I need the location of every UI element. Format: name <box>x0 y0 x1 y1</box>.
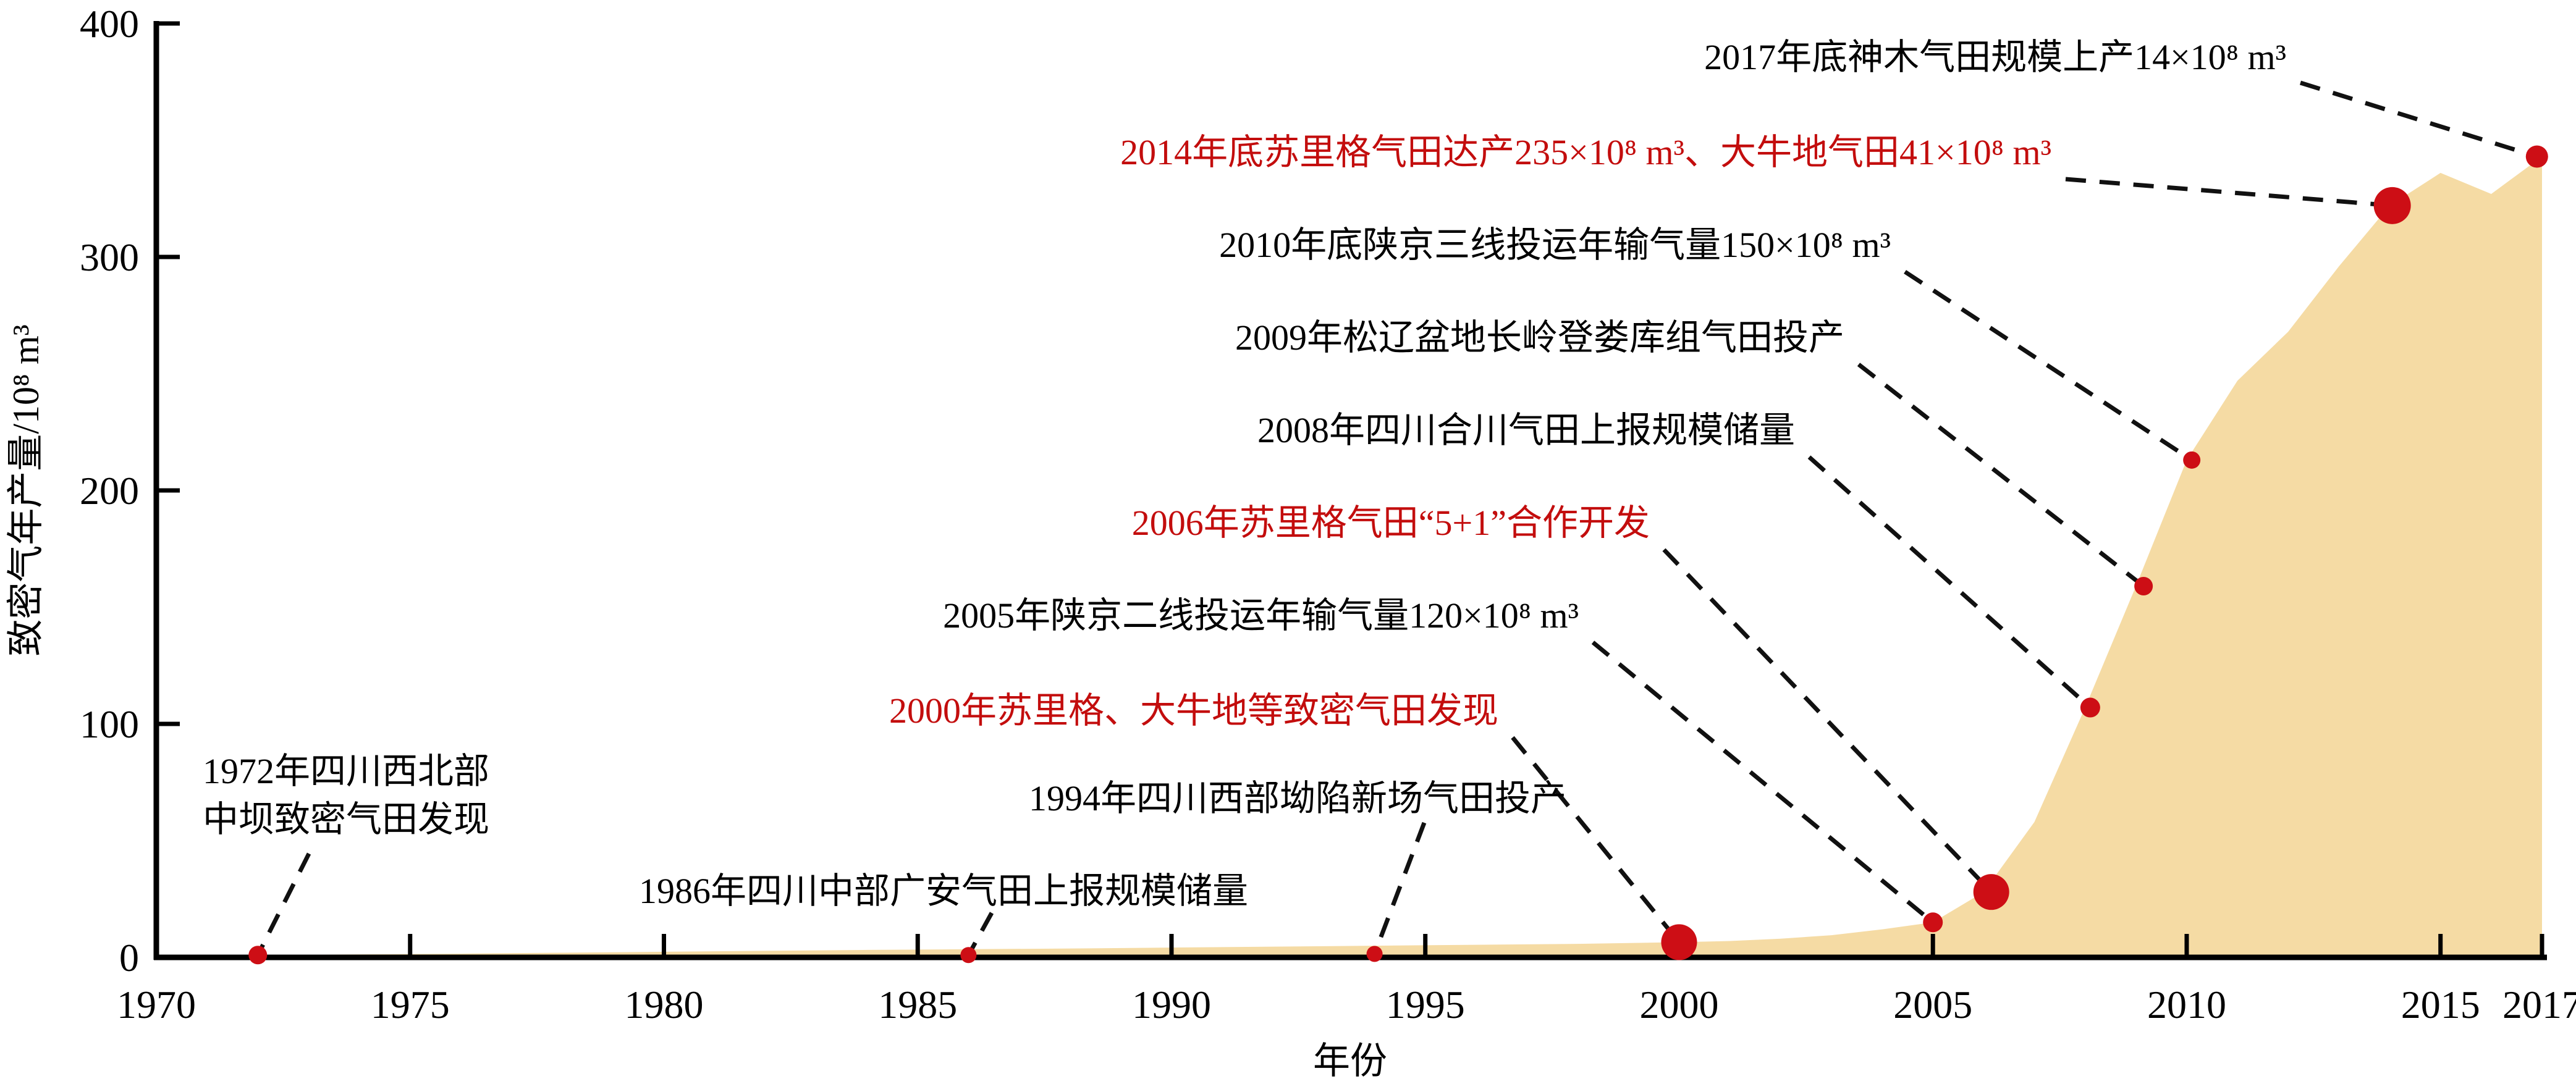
milestone-dot-1986 <box>960 947 977 964</box>
leader-line-2005 <box>1591 641 1935 925</box>
milestone-dot-2009 <box>2134 576 2153 595</box>
annotation-1994-line-1: 1994年四川西部坳陷新场气田投产 <box>1029 778 1566 818</box>
annotation-2008-line-1: 2008年四川合川气田上报规模储量 <box>1257 410 1795 450</box>
x-axis-ticks: 1970 1975 1980 1985 1990 1995 2000 2005 2010 2015… <box>117 934 2576 1027</box>
y-tick-label: 300 <box>80 235 139 279</box>
x-tick-label: 2000 <box>1639 983 1718 1027</box>
x-axis-title: 年份 <box>1313 1041 1387 1082</box>
x-tick-label: 2015 <box>2401 983 2480 1027</box>
milestone-dot-1972 <box>248 946 268 965</box>
leader-line-2014 <box>2065 177 2392 208</box>
x-tick-label: 1980 <box>624 983 703 1027</box>
x-tick-label: 1995 <box>1386 983 1465 1027</box>
y-axis-title: 致密气年产量/10⁸ m³ <box>6 324 46 656</box>
x-tick-label: 2017 <box>2502 983 2576 1027</box>
y-tick-label: 200 <box>80 469 139 513</box>
x-tick-label: 1990 <box>1132 983 1211 1027</box>
annotation-2010-line-1: 2010年底陕京三线投运年输气量150×10⁸ m³ <box>1219 225 1891 265</box>
leader-line-2010 <box>1904 270 2194 462</box>
leader-line-1972 <box>256 852 311 956</box>
annotation-2006-line-1: 2006年苏里格气田“5+1”合作开发 <box>1132 503 1650 543</box>
milestone-dot-2005 <box>1923 912 1943 933</box>
annotation-2005-line-1: 2005年陕京二线投运年输气量120×10⁸ m³ <box>943 595 1579 636</box>
y-axis-ticks: 0 100 200 300 400 <box>80 2 180 980</box>
milestone-dot-2016 <box>2525 145 2548 168</box>
milestone-dot-2014 <box>2373 187 2411 224</box>
leader-line-1994 <box>1372 821 1427 955</box>
production-area <box>156 156 2542 958</box>
annotation-1972-line-1: 1972年四川西北部 <box>203 751 489 791</box>
milestone-dot-1994 <box>1366 946 1383 962</box>
x-tick-label: 1970 <box>117 983 196 1027</box>
annotation-2009-line-1: 2009年松辽盆地长岭登娄库组气田投产 <box>1235 317 1844 358</box>
leader-line-2009 <box>1857 363 2145 588</box>
leader-line-2008 <box>1807 455 2092 710</box>
x-tick-label: 1985 <box>878 983 957 1027</box>
annotation-2000-line-1: 2000年苏里格、大牛地等致密气田发现 <box>889 691 1498 731</box>
milestone-dot-2008 <box>2080 697 2100 718</box>
y-tick-label: 100 <box>80 702 139 746</box>
annotation-1972-line-2: 中坝致密气田发现 <box>203 799 489 839</box>
annotation-1986-line-1: 1986年四川中部广安气田上报规模储量 <box>639 871 1248 911</box>
milestone-dot-2010 <box>2183 451 2201 469</box>
x-tick-label: 1975 <box>371 983 450 1027</box>
annotation-leader-lines <box>256 80 2538 956</box>
milestone-dot-2000 <box>1661 924 1697 960</box>
annotation-2016-line-1: 2017年底神木气田规模上产14×10⁸ m³ <box>1704 37 2286 77</box>
x-tick-label: 2010 <box>2147 983 2226 1027</box>
production-area-series <box>156 156 2542 958</box>
leader-line-2016 <box>2299 80 2538 159</box>
leader-line-2000 <box>1511 736 1681 944</box>
milestone-dot-2006 <box>1973 874 2009 910</box>
milestone-dots <box>248 145 2548 965</box>
x-tick-label: 2005 <box>1893 983 1972 1027</box>
leader-line-2006 <box>1662 548 1993 894</box>
y-tick-label: 400 <box>80 2 139 46</box>
y-tick-label: 0 <box>119 936 139 980</box>
annotation-2014-line-1: 2014年底苏里格气田达产235×10⁸ m³、大牛地气田41×10⁸ m³ <box>1120 132 2051 172</box>
